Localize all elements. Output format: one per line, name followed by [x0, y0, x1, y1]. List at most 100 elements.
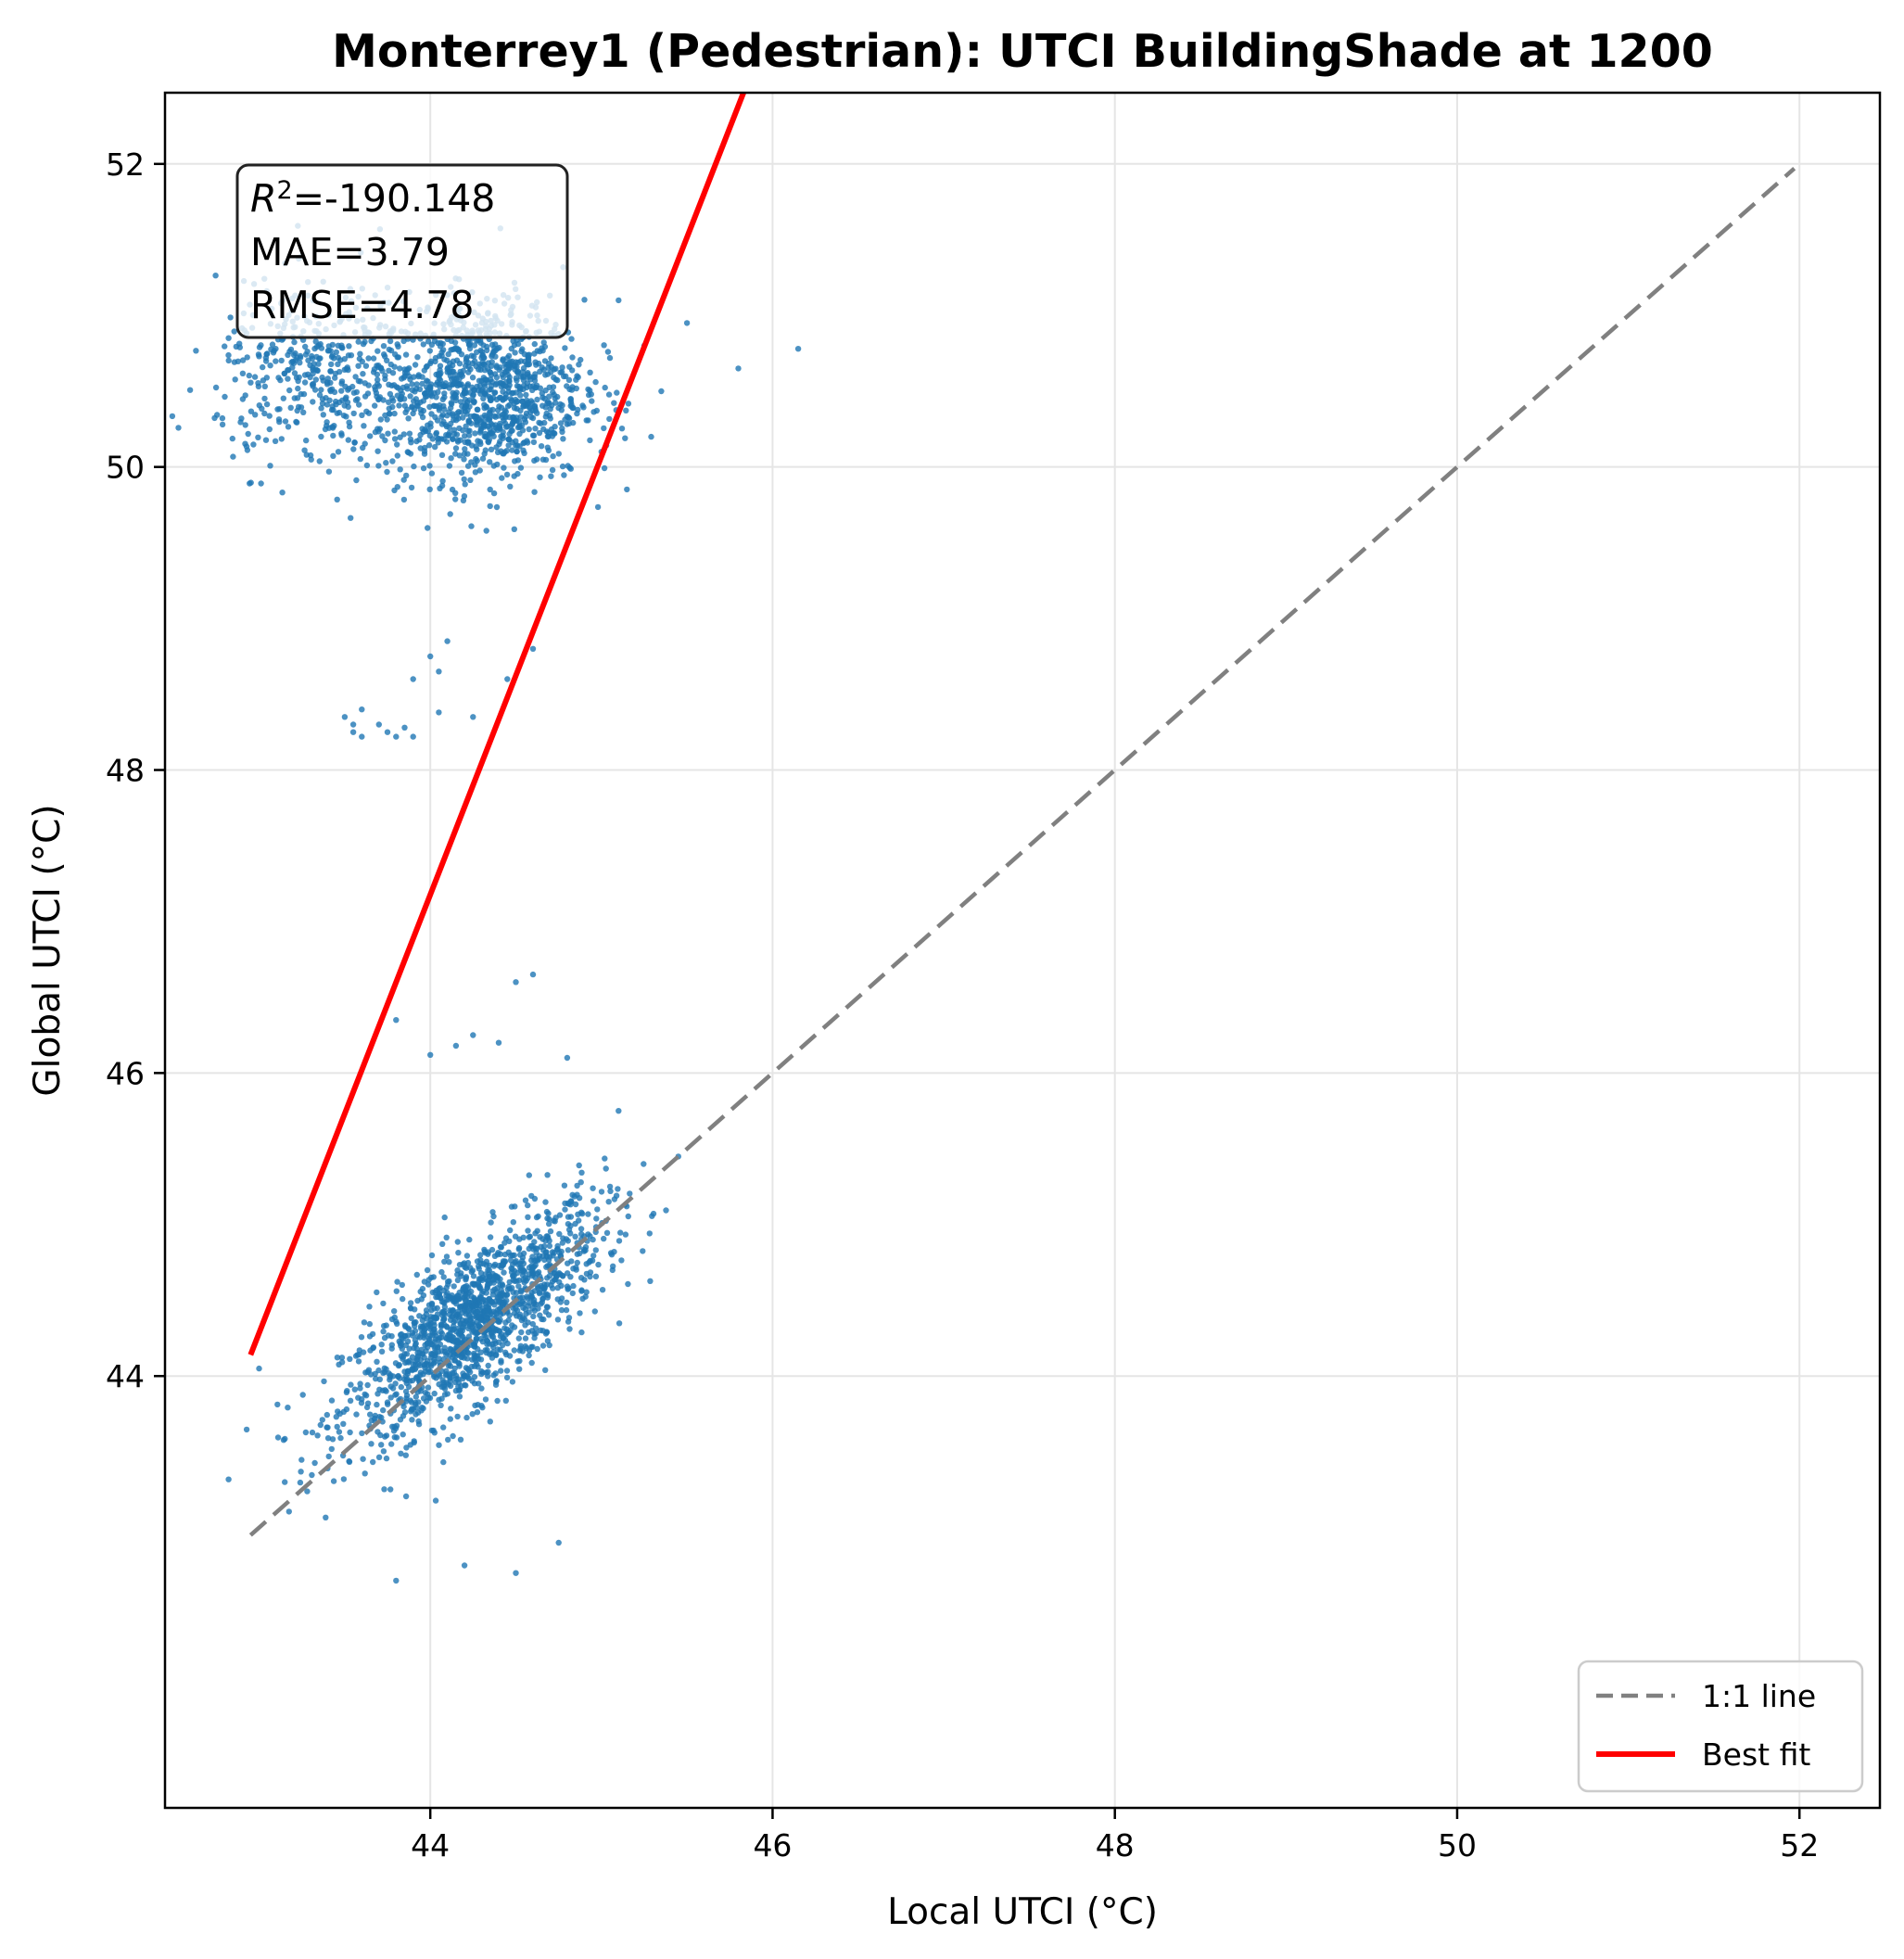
- scatter-point: [359, 1430, 365, 1437]
- scatter-point: [466, 345, 474, 352]
- scatter-point: [578, 1275, 585, 1281]
- scatter-point: [555, 451, 562, 457]
- scatter-point: [317, 1421, 324, 1429]
- scatter-point: [562, 1206, 568, 1213]
- scatter-point: [525, 1214, 531, 1221]
- scatter-point: [464, 463, 472, 469]
- scatter-point: [431, 1390, 438, 1397]
- scatter-point: [377, 1431, 384, 1439]
- scatter-point: [450, 1338, 457, 1344]
- scatter-point: [477, 1336, 484, 1342]
- scatter-point: [591, 1308, 598, 1315]
- scatter-point: [566, 363, 573, 370]
- scatter-point: [481, 362, 488, 368]
- scatter-point: [494, 1397, 501, 1405]
- scatter-point: [319, 396, 326, 402]
- scatter-point: [403, 472, 410, 479]
- scatter-point: [548, 355, 554, 362]
- scatter-point: [455, 1352, 462, 1358]
- scatter-point: [446, 1259, 452, 1266]
- scatter-point: [354, 1352, 361, 1358]
- scatter-point: [267, 363, 273, 369]
- scatter-point: [302, 1429, 310, 1436]
- scatter-point: [488, 446, 495, 452]
- scatter-point: [540, 366, 547, 373]
- scatter-point: [531, 457, 538, 464]
- scatter-point: [546, 400, 552, 407]
- scatter-point: [530, 1313, 537, 1320]
- scatter-point: [250, 441, 257, 448]
- scatter-point: [498, 1367, 504, 1374]
- scatter-point: [478, 1385, 485, 1392]
- scatter-point: [560, 1235, 566, 1241]
- scatter-point: [514, 448, 520, 455]
- scatter-point: [564, 1283, 571, 1290]
- scatter-point: [541, 395, 548, 402]
- scatter-point: [261, 410, 268, 417]
- scatter-point: [641, 1161, 647, 1167]
- scatter-point: [380, 1329, 387, 1335]
- scatter-point: [461, 1372, 468, 1380]
- scatter-point: [413, 438, 420, 445]
- scatter-point: [590, 409, 597, 415]
- scatter-point: [497, 394, 504, 401]
- scatter-point: [291, 338, 298, 346]
- scatter-point: [387, 1486, 394, 1493]
- scatter-point: [539, 456, 547, 463]
- scatter-point: [443, 1296, 450, 1303]
- scatter-point: [328, 361, 335, 368]
- scatter-point: [416, 386, 424, 392]
- scatter-point: [435, 436, 441, 442]
- scatter-point: [465, 1350, 472, 1356]
- scatter-point: [450, 436, 456, 442]
- scatter-point: [323, 1514, 329, 1521]
- scatter-point: [436, 407, 442, 413]
- scatter-point: [505, 1249, 512, 1256]
- scatter-point: [443, 1367, 450, 1375]
- scatter-point: [440, 402, 447, 410]
- scatter-point: [425, 1281, 432, 1288]
- scatter-point: [485, 439, 491, 445]
- scatter-point: [512, 1203, 518, 1210]
- scatter-point: [374, 381, 381, 388]
- scatter-point: [261, 383, 268, 389]
- scatter-point: [484, 1282, 491, 1289]
- scatter-point: [312, 376, 319, 383]
- scatter-point: [423, 1311, 430, 1317]
- scatter-point: [364, 1381, 371, 1389]
- scatter-point: [274, 1434, 282, 1441]
- scatter-point: [516, 443, 523, 450]
- scatter-point: [285, 375, 291, 382]
- stats-box-frame: [235, 163, 569, 339]
- scatter-point: [559, 1240, 565, 1246]
- scatter-point: [507, 1227, 514, 1234]
- scatter-point: [456, 1387, 463, 1393]
- scatter-point: [360, 371, 366, 377]
- scatter-point: [501, 1269, 507, 1276]
- scatter-point: [312, 338, 319, 345]
- scatter-point: [444, 638, 451, 644]
- scatter-point: [543, 1253, 551, 1260]
- scatter-point: [411, 463, 417, 470]
- scatter-point: [382, 437, 388, 444]
- scatter-point: [617, 1229, 624, 1236]
- scatter-point: [562, 345, 568, 351]
- scatter-point: [607, 1188, 614, 1195]
- scatter-point: [309, 1471, 315, 1479]
- scatter-point: [794, 346, 802, 352]
- scatter-point: [564, 383, 570, 389]
- scatter-point: [500, 1302, 506, 1308]
- scatter-point: [438, 1321, 444, 1329]
- scatter-point: [274, 1401, 281, 1408]
- scatter-point: [327, 368, 334, 375]
- stats-rmse: RMSE=4.78: [250, 283, 474, 327]
- scatter-point: [415, 1399, 422, 1406]
- scatter-point: [225, 1476, 232, 1482]
- scatter-point: [329, 1436, 336, 1443]
- scatter-point: [425, 525, 431, 531]
- scatter-point: [564, 1299, 570, 1306]
- scatter-point: [531, 1195, 539, 1202]
- scatter-point: [407, 1300, 414, 1306]
- scatter-point: [389, 403, 396, 411]
- scatter-point: [460, 427, 466, 434]
